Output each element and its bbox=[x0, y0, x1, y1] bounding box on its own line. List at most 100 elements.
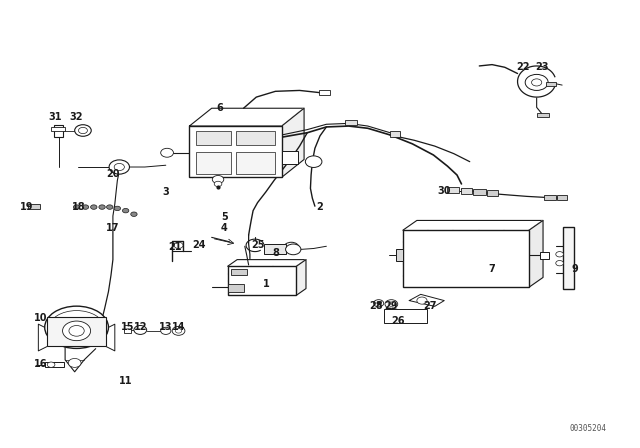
Circle shape bbox=[525, 74, 548, 90]
Bar bbox=[264, 245, 286, 254]
Bar bbox=[54, 125, 63, 137]
Text: 31: 31 bbox=[49, 112, 62, 122]
Bar bbox=[236, 130, 275, 145]
Text: 30: 30 bbox=[438, 185, 451, 196]
Circle shape bbox=[556, 252, 563, 257]
Bar bbox=[546, 82, 556, 86]
Circle shape bbox=[285, 244, 301, 255]
Text: 00305204: 00305204 bbox=[569, 424, 606, 433]
Circle shape bbox=[109, 160, 129, 174]
Bar bbox=[563, 227, 573, 289]
Bar bbox=[390, 131, 400, 137]
Bar bbox=[544, 194, 556, 200]
Circle shape bbox=[374, 300, 384, 307]
Bar bbox=[396, 250, 403, 260]
Bar bbox=[540, 252, 549, 259]
Text: 25: 25 bbox=[251, 241, 264, 250]
Text: 28: 28 bbox=[369, 302, 383, 311]
Bar bbox=[51, 127, 65, 131]
Polygon shape bbox=[228, 260, 306, 266]
Circle shape bbox=[417, 297, 427, 304]
Circle shape bbox=[284, 242, 299, 253]
Circle shape bbox=[172, 327, 185, 335]
Text: 6: 6 bbox=[216, 103, 223, 113]
Text: 21: 21 bbox=[168, 242, 182, 252]
Circle shape bbox=[214, 181, 222, 187]
Bar bbox=[196, 130, 231, 145]
Text: 3: 3 bbox=[163, 187, 169, 197]
Bar bbox=[228, 266, 296, 295]
Text: 32: 32 bbox=[70, 112, 83, 122]
Text: 17: 17 bbox=[106, 223, 120, 233]
Circle shape bbox=[305, 156, 322, 168]
Text: 14: 14 bbox=[172, 322, 186, 332]
Circle shape bbox=[161, 327, 171, 334]
Circle shape bbox=[556, 260, 563, 266]
Circle shape bbox=[63, 321, 91, 340]
Bar bbox=[461, 188, 472, 194]
Polygon shape bbox=[529, 220, 543, 287]
Text: 26: 26 bbox=[391, 316, 404, 326]
Circle shape bbox=[131, 212, 137, 216]
Text: 29: 29 bbox=[385, 302, 398, 311]
Text: 11: 11 bbox=[119, 376, 132, 386]
Text: 19: 19 bbox=[20, 202, 34, 212]
Polygon shape bbox=[189, 108, 304, 126]
Circle shape bbox=[532, 79, 541, 86]
Bar bbox=[319, 90, 330, 95]
Polygon shape bbox=[403, 220, 543, 230]
Circle shape bbox=[75, 125, 92, 136]
Circle shape bbox=[114, 206, 120, 211]
Bar bbox=[346, 120, 357, 125]
Bar bbox=[269, 245, 284, 251]
Circle shape bbox=[106, 205, 113, 209]
Circle shape bbox=[212, 176, 224, 184]
Bar bbox=[228, 284, 244, 292]
Text: 12: 12 bbox=[134, 322, 147, 332]
Circle shape bbox=[79, 127, 88, 134]
Text: 9: 9 bbox=[572, 263, 579, 274]
Bar bbox=[282, 151, 298, 164]
Circle shape bbox=[122, 208, 129, 213]
Circle shape bbox=[68, 358, 81, 367]
Text: 16: 16 bbox=[34, 359, 47, 369]
Circle shape bbox=[83, 205, 89, 209]
Polygon shape bbox=[296, 260, 306, 295]
Text: 15: 15 bbox=[121, 322, 134, 332]
Bar bbox=[45, 362, 64, 367]
Polygon shape bbox=[409, 294, 444, 306]
Ellipse shape bbox=[49, 310, 104, 344]
Circle shape bbox=[114, 164, 124, 171]
Bar bbox=[447, 188, 459, 193]
Bar bbox=[537, 113, 549, 117]
Text: 24: 24 bbox=[192, 241, 205, 250]
Bar bbox=[557, 195, 567, 200]
Text: 7: 7 bbox=[489, 264, 495, 275]
Bar bbox=[196, 152, 231, 174]
Text: 13: 13 bbox=[159, 322, 173, 332]
Text: 1: 1 bbox=[262, 279, 269, 289]
Text: 4: 4 bbox=[221, 224, 228, 233]
Bar bbox=[384, 310, 427, 323]
Text: 8: 8 bbox=[272, 248, 279, 258]
Text: 20: 20 bbox=[106, 169, 120, 179]
Circle shape bbox=[174, 242, 183, 249]
Bar bbox=[189, 126, 282, 177]
Text: 18: 18 bbox=[72, 202, 86, 212]
Text: 5: 5 bbox=[221, 212, 228, 222]
Text: 22: 22 bbox=[516, 62, 529, 72]
Circle shape bbox=[74, 205, 80, 209]
Ellipse shape bbox=[45, 306, 108, 349]
Bar bbox=[236, 152, 275, 174]
Polygon shape bbox=[282, 108, 304, 177]
Bar bbox=[487, 190, 499, 196]
Text: 2: 2 bbox=[317, 202, 323, 212]
Text: 27: 27 bbox=[423, 302, 436, 311]
Circle shape bbox=[385, 300, 397, 309]
Circle shape bbox=[99, 205, 105, 209]
Text: 23: 23 bbox=[535, 62, 548, 72]
Circle shape bbox=[388, 302, 394, 306]
Circle shape bbox=[161, 148, 173, 157]
Circle shape bbox=[69, 326, 84, 336]
Bar bbox=[28, 204, 40, 209]
